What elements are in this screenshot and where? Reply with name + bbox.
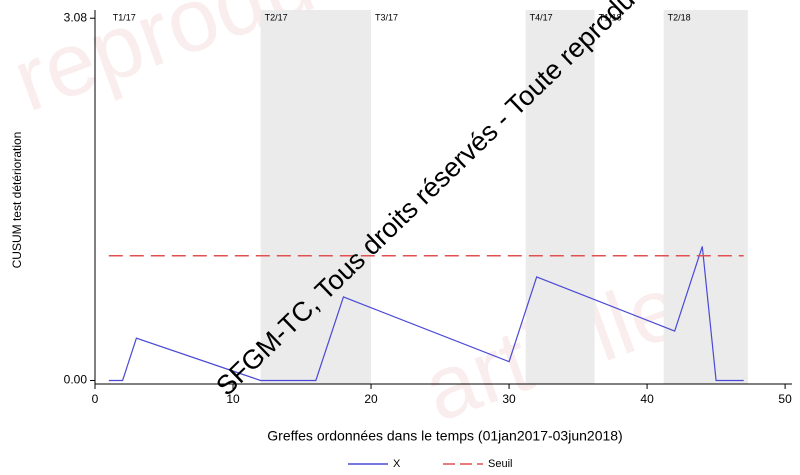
y-tick-label: 3.08 <box>64 10 88 24</box>
period-label: T1/18 <box>599 12 622 22</box>
period-label: T4/17 <box>530 12 553 22</box>
x-tick-label: 10 <box>226 392 240 406</box>
x-tick-label: 20 <box>364 392 378 406</box>
period-label: T2/17 <box>265 12 288 22</box>
series-line <box>108 246 744 382</box>
period-label: T3/17 <box>375 12 398 22</box>
legend-label: Seuil <box>488 458 512 470</box>
x-tick-label: 0 <box>92 392 99 406</box>
period-band <box>260 10 372 384</box>
legend-label: X <box>393 458 401 470</box>
x-tick-label: 30 <box>502 392 516 406</box>
period-band <box>525 10 595 384</box>
period-label: T1/17 <box>113 12 136 22</box>
y-tick-label: 0.00 <box>64 373 88 387</box>
y-axis-label: CUSUM test détérioration <box>10 132 24 269</box>
period-label: T2/18 <box>668 12 691 22</box>
x-tick-label: 50 <box>778 392 792 406</box>
x-axis-label: Greffes ordonnées dans le temps (01jan20… <box>267 428 622 444</box>
x-tick-label: 40 <box>640 392 654 406</box>
